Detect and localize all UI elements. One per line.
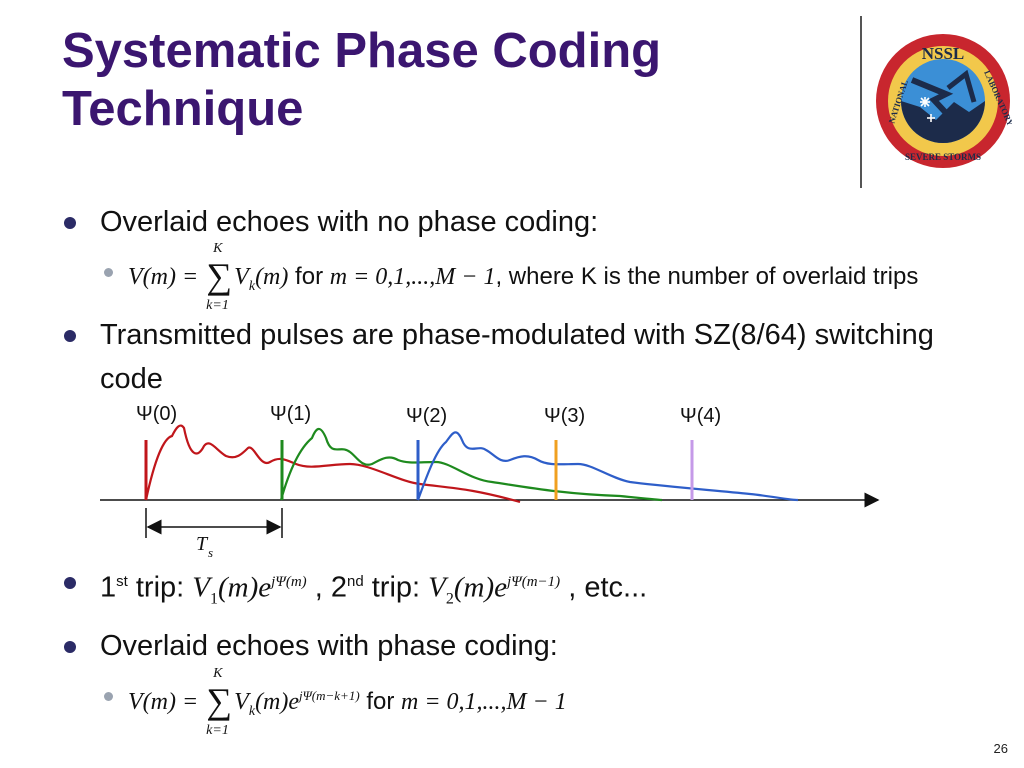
ts-label: T bbox=[196, 533, 209, 555]
eq2-term-arg: (m)e bbox=[255, 689, 300, 715]
trip2-sup: nd bbox=[347, 573, 364, 590]
trip1-V: V bbox=[192, 571, 210, 604]
trip2-num: , 2 bbox=[306, 571, 347, 604]
eq2-exp: jΨ(m−k+1) bbox=[299, 688, 360, 703]
bullet-dot bbox=[64, 641, 76, 653]
trip2-word: trip: bbox=[363, 571, 429, 604]
bullet-dot bbox=[64, 330, 76, 342]
trip-etc: , etc... bbox=[560, 571, 648, 604]
trip1-sup: st bbox=[116, 573, 128, 590]
eq1-range: m = 0,1,...,M − 1 bbox=[329, 264, 496, 290]
slide-title: Systematic Phase Coding Technique bbox=[62, 24, 662, 136]
pulse-echo-diagram: Ψ(0) Ψ(1) Ψ(2) Ψ(3) Ψ(4) T s bbox=[100, 403, 880, 560]
title-divider bbox=[860, 16, 862, 188]
eq1-tail: , where K is the number of overlaid trip… bbox=[495, 263, 919, 290]
bullet-dot bbox=[64, 217, 76, 229]
pulse-label-0: Ψ(0) bbox=[136, 403, 177, 425]
trip1-arg: (m)e bbox=[218, 571, 272, 604]
eq2-range: m = 0,1,...,M − 1 bbox=[401, 689, 567, 715]
trip2-V-sub: 2 bbox=[445, 590, 454, 608]
logo-bottom-text: SEVERE STORMS bbox=[905, 152, 981, 162]
eq1-for: for bbox=[288, 263, 330, 290]
eq2-term: V bbox=[234, 689, 249, 715]
eq2-for: for bbox=[359, 688, 401, 715]
echo-trip-2 bbox=[416, 431, 799, 502]
eq1-sum-upper: K bbox=[213, 241, 223, 256]
bullet-with-phase-coding: Overlaid echoes with phase coding: bbox=[64, 624, 558, 668]
pulse-label-4: Ψ(4) bbox=[680, 405, 721, 427]
bullet-no-phase-coding: Overlaid echoes with no phase coding: bbox=[64, 200, 599, 244]
trip1-word: trip: bbox=[127, 571, 193, 604]
bullet-transmitted-pulses: Transmitted pulses are phase-modulated w… bbox=[64, 313, 980, 401]
pulse-label-2: Ψ(2) bbox=[406, 405, 447, 427]
pulse-label-3: Ψ(3) bbox=[544, 405, 585, 427]
eq1-lhs: V(m) = bbox=[128, 264, 205, 290]
nssl-logo: NSSL SEVERE STORMS NATIONAL LABORATORY bbox=[876, 34, 1012, 168]
eq1-term: V bbox=[234, 264, 249, 290]
ts-label-sub: s bbox=[208, 545, 213, 560]
trip2-exp: jΨ(m−1) bbox=[507, 574, 561, 590]
bullet-dot bbox=[64, 577, 76, 589]
eq2-term-sub: k bbox=[248, 703, 256, 719]
bullet-text: Transmitted pulses are phase-modulated w… bbox=[100, 319, 934, 395]
trip1-V-sub: 1 bbox=[210, 590, 218, 608]
trip2-arg: (m)e bbox=[453, 571, 508, 604]
page-number: 26 bbox=[993, 741, 1008, 756]
bullet-trip-expressions: 1st trip: V1(m)ejΨ(m) , 2nd trip: V2(m)e… bbox=[64, 560, 648, 621]
trip2-V: V bbox=[428, 571, 446, 604]
eq2-lhs: V(m) = bbox=[128, 689, 205, 715]
sub-bullet-dot bbox=[104, 692, 113, 701]
pulse-label-1: Ψ(1) bbox=[270, 403, 311, 425]
trip1-num: 1 bbox=[100, 571, 117, 604]
eq2-sum-upper: K bbox=[213, 666, 223, 681]
echo-trip-1-overlap bbox=[350, 434, 400, 458]
echo-trip-0 bbox=[144, 424, 521, 504]
echo-trip-2-overlap bbox=[486, 435, 508, 450]
eq1-term-sub: k bbox=[248, 278, 256, 294]
eq1-term-arg: (m) bbox=[255, 264, 289, 290]
sub-bullet-dot bbox=[104, 268, 113, 277]
logo-top-text: NSSL bbox=[922, 44, 965, 63]
bullet-text: Overlaid echoes with no phase coding: bbox=[100, 206, 599, 238]
eq2-sum-lower: k=1 bbox=[206, 723, 229, 738]
bullet-text: Overlaid echoes with phase coding: bbox=[100, 630, 558, 662]
eq1-sum-lower: k=1 bbox=[206, 298, 229, 313]
trip1-exp: jΨ(m) bbox=[271, 574, 307, 590]
